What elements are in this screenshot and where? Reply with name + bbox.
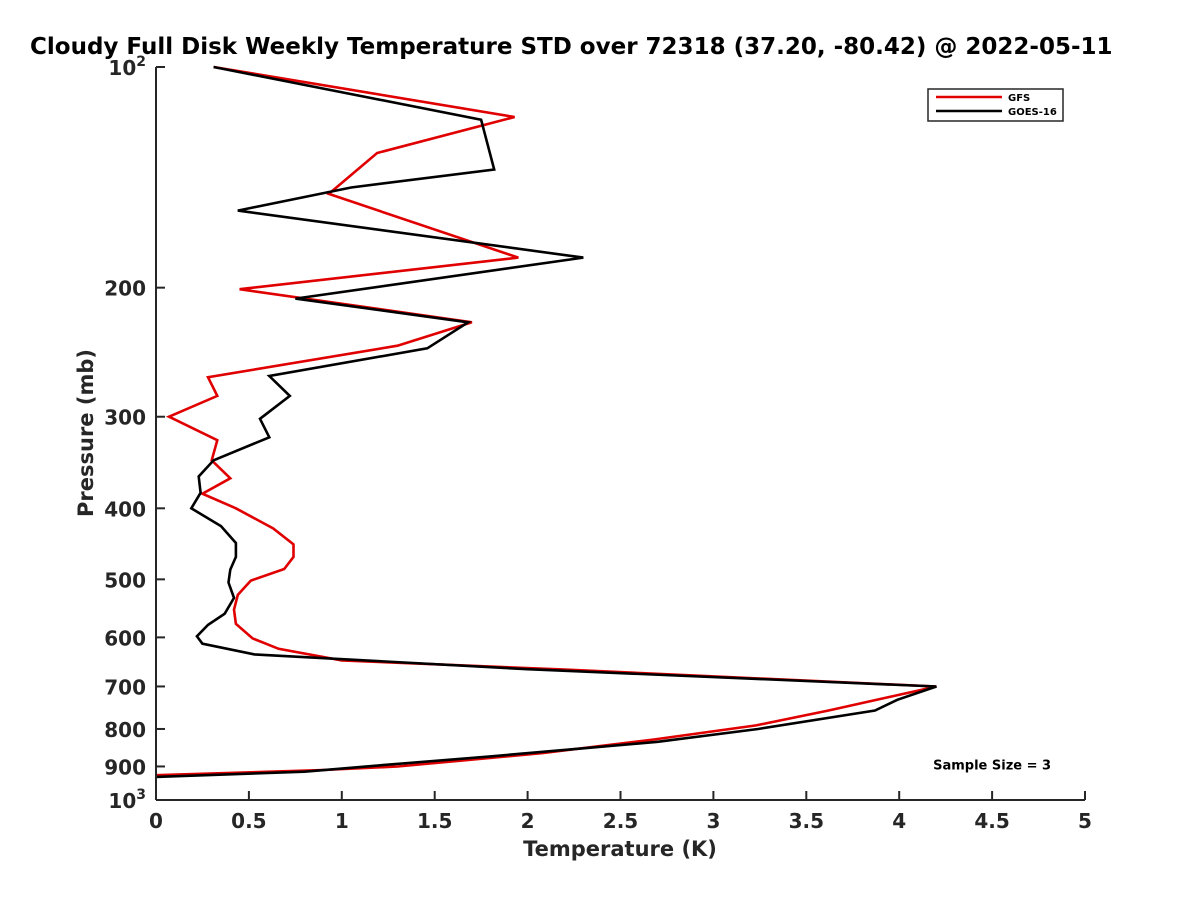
x-tick-label: 3 — [706, 809, 720, 833]
x-ticks: 0 0.5 1 1.5 2 2.5 3 3.5 4 4.5 5 — [149, 791, 1092, 833]
legend-label: GFS — [1008, 93, 1030, 104]
plot-lines — [155, 65, 937, 779]
y-tick-label: 300 — [104, 406, 146, 430]
x-tick-label: 0.5 — [231, 809, 266, 833]
legend: GFS GOES-16 — [927, 88, 1064, 122]
y-ticks: 102 200 300 400 500 600 700 800 900 103 — [104, 54, 165, 813]
y-tick-label: 800 — [104, 718, 146, 742]
y-tick-label: 500 — [104, 568, 146, 592]
legend-box — [927, 88, 1064, 122]
legend-label: GOES-16 — [1008, 107, 1057, 118]
x-tick-label: 2.5 — [603, 809, 638, 833]
x-tick-label: 1 — [335, 809, 349, 833]
x-tick-label: 5 — [1078, 809, 1092, 833]
annotations: Sample Size = 3 — [933, 758, 1051, 773]
x-axis-label: Temperature (K) — [523, 837, 717, 861]
x-tick-label: 0 — [149, 809, 163, 833]
sample-size-annotation: Sample Size = 3 — [933, 758, 1051, 773]
y-tick-label: 103 — [108, 787, 146, 813]
y-tick-label: 400 — [104, 497, 146, 521]
y-tick-label: 900 — [104, 755, 146, 779]
x-tick-label: 4 — [892, 809, 906, 833]
x-tick-label: 3.5 — [789, 809, 824, 833]
axes — [155, 67, 1085, 801]
x-tick-label: 4.5 — [974, 809, 1009, 833]
series-line-goes-16 — [155, 65, 937, 779]
y-tick-label: 200 — [104, 277, 146, 301]
x-tick-label: 1.5 — [417, 809, 452, 833]
x-tick-label: 2 — [521, 809, 535, 833]
chart-title: Cloudy Full Disk Weekly Temperature STD … — [30, 34, 1113, 60]
y-tick-label: 600 — [104, 626, 146, 650]
y-axis-label: Pressure (mb) — [74, 349, 98, 517]
y-tick-label: 700 — [104, 675, 146, 699]
y-tick-label: 102 — [108, 54, 146, 80]
